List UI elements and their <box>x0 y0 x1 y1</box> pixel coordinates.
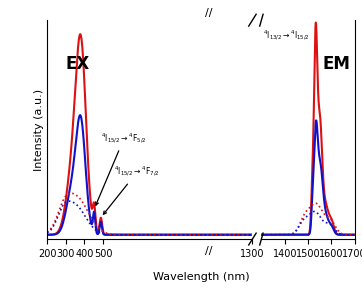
Text: EM: EM <box>322 55 350 73</box>
Text: Wavelength (nm): Wavelength (nm) <box>153 272 249 282</box>
Text: $^4$I$_{13/2}$$\to$$^4$I$_{15/2}$: $^4$I$_{13/2}$$\to$$^4$I$_{15/2}$ <box>263 29 310 43</box>
Text: $^4$I$_{15/2}$$\to$$^4$F$_{5/2}$: $^4$I$_{15/2}$$\to$$^4$F$_{5/2}$ <box>96 131 147 205</box>
Y-axis label: Intensity (a.u.): Intensity (a.u.) <box>34 88 44 171</box>
Text: EX: EX <box>66 55 90 73</box>
Text: $^4$I$_{15/2}$$\to$$^4$F$_{7/2}$: $^4$I$_{15/2}$$\to$$^4$F$_{7/2}$ <box>104 165 160 214</box>
Text: //: // <box>206 246 213 255</box>
Text: //: // <box>206 8 213 18</box>
